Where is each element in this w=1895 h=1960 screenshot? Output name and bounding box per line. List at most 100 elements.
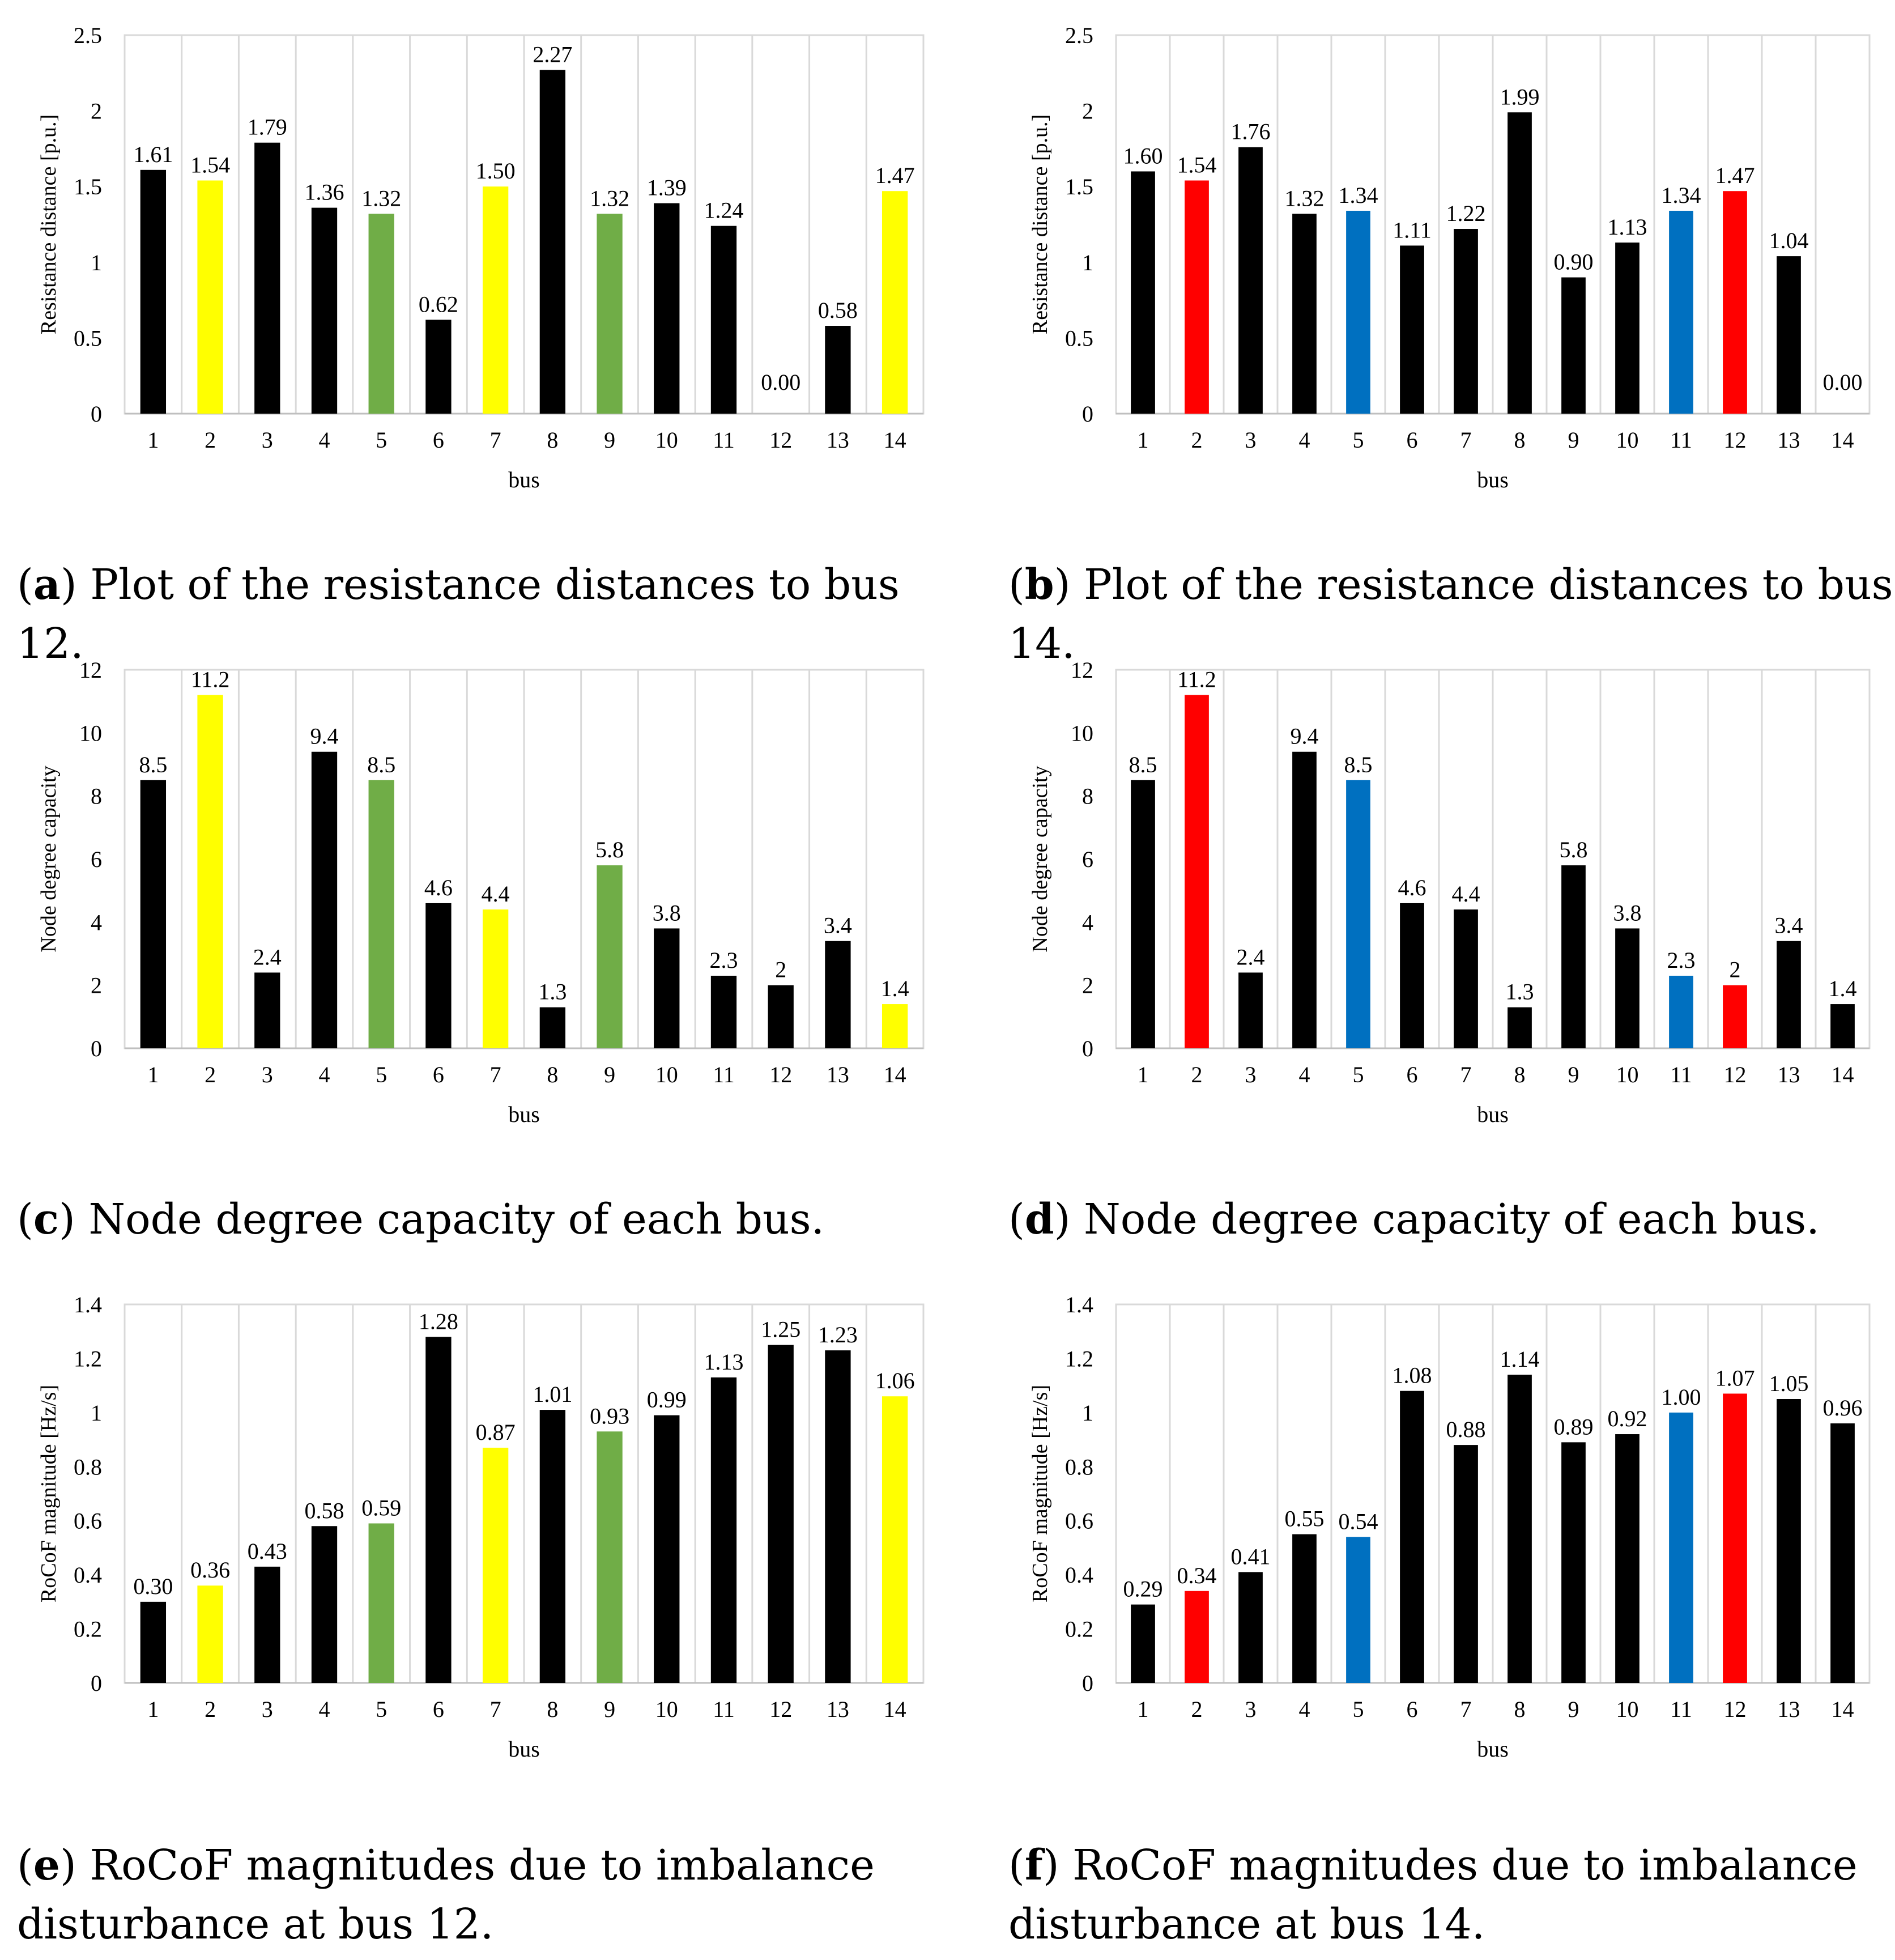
chart-d-data-label: 11.2 (1177, 667, 1216, 692)
chart-d-x-axis-title: bus (1477, 1102, 1509, 1127)
chart-b-bar-12 (1723, 191, 1747, 414)
chart-e-data-label: 0.43 (248, 1538, 287, 1564)
chart-e-y-axis-title: RoCoF magnitude [Hz/s] (37, 1385, 61, 1602)
chart-e: 0 0.2 0.4 0.6 0.8 1 1.2 1.4 0.30 1 0.36 2 0.43 3 0.58 4… (37, 1292, 925, 1762)
chart-b-ytick-label: 0 (1082, 401, 1093, 427)
chart-a-data-label: 1.54 (190, 152, 230, 178)
chart-f: 0 0.2 0.4 0.6 0.8 1 1.2 1.4 0.29 1 0.34 2 0.41 3 0.55 4… (1028, 1292, 1871, 1762)
chart-e-xtick-label: 8 (547, 1697, 558, 1722)
chart-f-data-label: 0.41 (1231, 1544, 1271, 1569)
chart-a-ytick-label: 2 (91, 99, 102, 124)
chart-a-data-label: 0.62 (419, 291, 458, 317)
chart-a-data-label: 0.00 (761, 369, 800, 395)
chart-a-bar-9 (597, 214, 623, 414)
chart-f-xtick-label: 14 (1832, 1697, 1854, 1722)
chart-e-bar-10 (654, 1415, 680, 1683)
chart-e-data-label: 1.01 (533, 1381, 572, 1407)
chart-e-bar-13 (825, 1350, 851, 1683)
chart-e-ytick-label: 1 (91, 1400, 102, 1426)
panel-d: 0 2 4 6 8 10 12 8.5 1 11.2 2 2.4 3 9.4 4 8.5 5 4.6 6 4.4 7 1.… (1008, 652, 1895, 1298)
chart-d-bar-9 (1561, 865, 1586, 1048)
chart-f-xtick-label: 12 (1724, 1697, 1747, 1722)
caption-b-text: Plot of the resistance distances to bus … (1008, 560, 1893, 668)
caption-d: (d) Node degree capacity of each bus. (1008, 1195, 1820, 1244)
chart-b-xtick-label: 9 (1568, 427, 1579, 453)
chart-f-data-label: 1.07 (1715, 1365, 1755, 1391)
chart-a-xtick-label: 7 (490, 427, 501, 453)
chart-d-xtick-label: 1 (1138, 1062, 1149, 1087)
chart-d-data-label: 1.4 (1829, 976, 1857, 1001)
chart-d-xtick-label: 2 (1191, 1062, 1203, 1087)
chart-f-data-label: 0.29 (1123, 1576, 1163, 1602)
chart-c-bar-14 (882, 1004, 908, 1048)
chart-e-ytick-label: 1.2 (74, 1346, 102, 1371)
chart-f-data-label: 0.92 (1608, 1406, 1647, 1431)
chart-a-data-label: 1.47 (875, 163, 915, 188)
chart-c-data-label: 3.4 (824, 913, 852, 938)
chart-a-xtick-label: 13 (827, 427, 849, 453)
chart-b-xtick-label: 12 (1724, 427, 1747, 453)
caption-e-text: RoCoF magnitudes due to imbalance distur… (17, 1841, 875, 1949)
chart-e-ytick-label: 0.8 (74, 1454, 102, 1479)
chart-f-xtick-label: 2 (1191, 1697, 1203, 1722)
chart-a-xtick-label: 2 (205, 427, 216, 453)
chart-e-bar-1 (140, 1601, 167, 1683)
chart-c: 0 2 4 6 8 10 12 8.5 1 11.2 2 2.4 3 9.4 4 8.5 5 4.6 6 4.4 7 1.… (37, 657, 925, 1127)
chart-f-bar-5 (1346, 1537, 1370, 1683)
chart-b-xtick-label: 2 (1191, 427, 1203, 453)
chart-c-bar-3 (254, 972, 280, 1048)
caption-a-text: Plot of the resistance distances to bus … (17, 560, 900, 668)
chart-d-data-label: 2.4 (1237, 944, 1265, 970)
chart-e-data-label: 1.25 (761, 1317, 800, 1342)
chart-e-data-label: 0.99 (647, 1387, 687, 1413)
chart-c-bar-6 (425, 903, 452, 1048)
chart-f-bar-10 (1615, 1434, 1640, 1683)
chart-e-data-label: 1.13 (704, 1349, 744, 1375)
chart-f-xtick-label: 1 (1138, 1697, 1149, 1722)
chart-a-data-label: 1.79 (248, 114, 287, 140)
chart-e-bar-7 (482, 1447, 509, 1683)
chart-d-data-label: 3.8 (1613, 900, 1642, 925)
chart-d-bar-3 (1238, 972, 1263, 1048)
chart-d-bar-10 (1615, 928, 1640, 1048)
chart-e-ytick-label: 0.4 (74, 1562, 102, 1588)
chart-f-bar-6 (1400, 1391, 1424, 1683)
chart-c-data-label: 8.5 (367, 752, 395, 777)
chart-e-xtick-label: 3 (262, 1697, 273, 1722)
chart-f-bar-2 (1185, 1591, 1209, 1683)
chart-b-data-label: 1.99 (1500, 84, 1540, 109)
chart-a-x-axis-title: bus (508, 467, 540, 492)
chart-f-xtick-label: 3 (1245, 1697, 1257, 1722)
chart-e-bar-6 (425, 1337, 452, 1683)
chart-a-bar-10 (654, 203, 680, 414)
chart-b-xtick-label: 4 (1299, 427, 1310, 453)
caption-b-label: b (1024, 560, 1054, 609)
chart-e-ytick-label: 1.4 (74, 1292, 102, 1317)
chart-b-bar-4 (1292, 214, 1317, 414)
chart-b-bar-7 (1454, 229, 1478, 414)
chart-e-data-label: 0.59 (361, 1495, 401, 1520)
chart-e-xtick-label: 7 (490, 1697, 501, 1722)
chart-d-y-axis-title: Node degree capacity (1028, 766, 1052, 952)
chart-a-xtick-label: 8 (547, 427, 558, 453)
chart-f-ytick-label: 0.8 (1065, 1454, 1093, 1479)
chart-e-bar-9 (597, 1431, 623, 1683)
chart-d-data-label: 2.3 (1667, 947, 1696, 973)
chart-b-data-label: 1.47 (1715, 163, 1755, 188)
chart-d-bar-11 (1669, 975, 1693, 1048)
chart-f-data-label: 0.55 (1285, 1506, 1325, 1532)
chart-e-x-axis-title: bus (508, 1736, 540, 1762)
chart-c-bar-2 (197, 695, 223, 1048)
chart-b-bar-9 (1561, 277, 1586, 414)
chart-f-xtick-label: 7 (1460, 1697, 1472, 1722)
chart-c-xtick-label: 3 (262, 1062, 273, 1087)
chart-e-data-label: 0.58 (305, 1498, 344, 1523)
chart-b-data-label: 1.04 (1769, 228, 1809, 253)
chart-e-data-label: 0.93 (590, 1403, 629, 1428)
chart-a-ytick-label: 1.5 (74, 174, 102, 199)
chart-d-data-label: 3.4 (1775, 913, 1803, 938)
chart-a-bar-3 (254, 142, 280, 414)
chart-b-xtick-label: 11 (1670, 427, 1692, 453)
chart-d-data-label: 8.5 (1344, 752, 1373, 777)
caption-c-label: c (33, 1195, 59, 1244)
